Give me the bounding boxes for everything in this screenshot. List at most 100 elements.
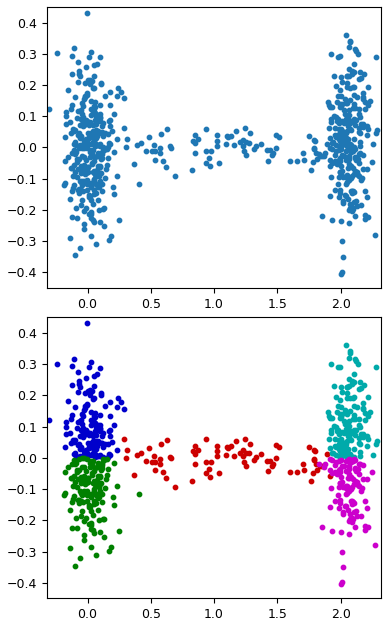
Point <box>273 440 279 450</box>
Point <box>85 167 92 177</box>
Point <box>92 115 98 125</box>
Point <box>94 369 100 379</box>
Point <box>342 94 348 104</box>
Point <box>355 158 362 168</box>
Point <box>99 178 106 188</box>
Point <box>75 66 81 76</box>
Point <box>93 550 99 560</box>
Point <box>69 148 75 158</box>
Point <box>106 129 112 139</box>
Point <box>224 441 230 452</box>
Point <box>332 130 338 140</box>
Point <box>91 439 97 449</box>
Point <box>107 542 114 552</box>
Point <box>63 111 69 121</box>
Point <box>347 348 353 358</box>
Point <box>91 129 97 139</box>
Point <box>335 425 341 435</box>
Point <box>338 435 344 445</box>
Point <box>81 479 88 489</box>
Point <box>84 138 90 148</box>
Point <box>152 465 158 475</box>
Point <box>63 429 69 439</box>
Point <box>97 116 104 126</box>
Point <box>83 513 89 523</box>
Point <box>348 186 354 196</box>
Point <box>88 438 95 448</box>
Point <box>71 449 77 459</box>
Point <box>347 346 353 356</box>
Point <box>100 441 106 452</box>
Point <box>99 463 105 474</box>
Point <box>343 171 350 181</box>
Point <box>354 166 360 176</box>
Point <box>347 509 353 519</box>
Point <box>342 419 348 429</box>
Point <box>67 428 73 438</box>
Point <box>94 478 100 488</box>
Point <box>337 167 343 177</box>
Point <box>97 471 103 481</box>
Point <box>99 153 105 163</box>
Point <box>213 136 220 146</box>
Point <box>189 165 195 175</box>
Point <box>121 434 127 444</box>
Point <box>88 520 94 530</box>
Point <box>327 472 333 482</box>
Point <box>320 151 327 161</box>
Point <box>329 455 336 465</box>
Point <box>87 79 93 89</box>
Point <box>336 118 342 128</box>
Point <box>76 143 83 153</box>
Point <box>352 354 359 364</box>
Point <box>294 156 300 166</box>
Point <box>93 188 99 198</box>
Point <box>81 94 87 104</box>
Point <box>327 502 333 512</box>
Point <box>68 504 74 514</box>
Point <box>83 62 89 72</box>
Point <box>92 141 98 151</box>
Point <box>75 440 81 450</box>
Point <box>340 126 346 136</box>
Point <box>361 104 367 114</box>
Point <box>83 453 89 463</box>
Point <box>241 457 247 467</box>
Point <box>334 407 340 417</box>
Point <box>99 149 105 160</box>
Point <box>81 224 88 234</box>
Point <box>77 382 83 392</box>
Point <box>90 477 96 487</box>
Point <box>347 139 353 149</box>
Point <box>329 137 336 147</box>
Point <box>359 173 365 183</box>
Point <box>76 154 82 165</box>
Point <box>344 483 350 493</box>
Point <box>97 463 104 474</box>
Point <box>78 475 85 485</box>
Point <box>319 211 325 221</box>
Point <box>329 526 335 536</box>
Point <box>372 439 379 449</box>
Point <box>338 580 344 590</box>
Point <box>189 447 196 457</box>
Point <box>87 139 93 149</box>
Point <box>347 450 353 460</box>
Point <box>78 161 84 171</box>
Point <box>357 383 364 393</box>
Point <box>79 490 85 501</box>
Point <box>223 139 229 149</box>
Point <box>99 489 106 499</box>
Point <box>338 402 345 412</box>
Point <box>356 149 362 159</box>
Point <box>374 436 380 446</box>
Point <box>247 129 253 139</box>
Point <box>105 141 111 151</box>
Point <box>81 516 87 526</box>
Point <box>81 120 87 130</box>
Point <box>88 181 94 192</box>
Point <box>89 76 95 86</box>
Point <box>91 188 97 198</box>
Point <box>143 146 149 156</box>
Point <box>192 148 198 158</box>
